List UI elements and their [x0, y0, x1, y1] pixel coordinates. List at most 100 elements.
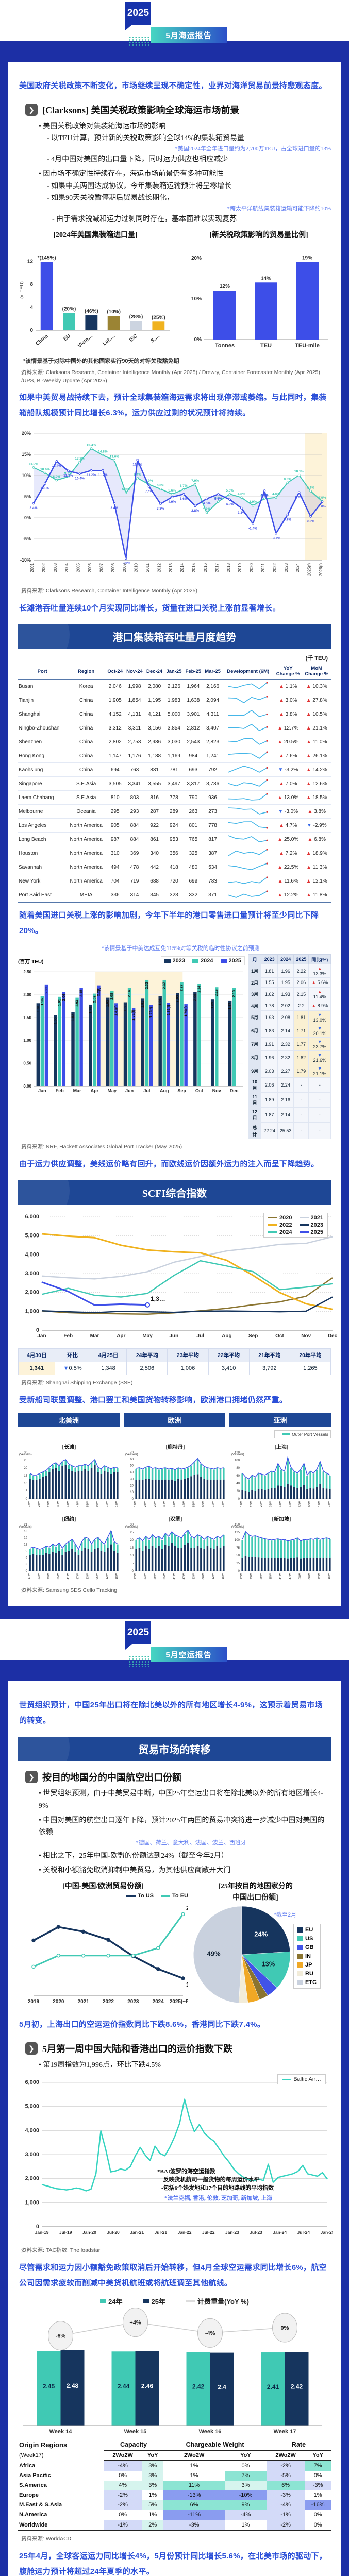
svg-text:Mar: Mar	[90, 1333, 99, 1339]
air-para-indices: 5月初，上海出口的空运运价指数同比下跌8.6%，香港同比下跌7.4%。	[19, 2020, 265, 2029]
table-row: N.America 0% 1% -11% -4% -1% 0%	[18, 2510, 331, 2520]
source-clarksons: 资料来源: Clarksons Research, Container Inte…	[21, 369, 320, 384]
svg-text:2.46: 2.46	[141, 2383, 154, 2390]
source-clarksons-2: 资料来源: Clarksons Research, Container Inte…	[21, 588, 197, 595]
air-heading-1: ❯ 按目的地国分的中国航空出口份额	[25, 1770, 331, 1784]
svg-text:1.82(f): 1.82(f)	[167, 1005, 171, 1016]
svg-text:4.5%: 4.5%	[203, 502, 211, 506]
scfi-line-chart: 0 1,000 2,000 3,000 4,000 5,000 6,000 Jan Feb Mar…	[18, 1210, 337, 1346]
us-imports-bar-chart: 0 4 8 12 (m TEU) *(145%) China (20%) EU (46%) Viet…	[18, 241, 173, 357]
pie-legend: EU US GB IN JP RU ETC	[293, 1923, 321, 1989]
dots-decoration	[128, 36, 150, 47]
svg-text:23W: 23W	[38, 1573, 41, 1579]
svg-text:2.27: 2.27	[180, 985, 184, 992]
congestion-minis-row1: [长滩] (Vessels) 0 5 10 15 20 25 30 17W 23W 29W 35W 41W…	[18, 1443, 331, 1511]
column-header: Feb-25	[183, 664, 203, 680]
table-row: Los Angeles North America 905 884 922 924 801 7…	[18, 818, 331, 833]
svg-text:17W: 17W	[134, 1573, 137, 1579]
table-row: 1月 1.81 1.96 2.22 ▲ 13.3%	[247, 964, 331, 978]
region-header-na: 北美洲	[18, 1413, 120, 1427]
svg-text:2021: 2021	[261, 563, 265, 572]
svg-text:24%: 24%	[186, 1904, 188, 1911]
svg-text:-1.4%: -1.4%	[248, 527, 257, 531]
sparkline	[222, 721, 274, 736]
svg-text:0.7%: 0.7%	[284, 518, 291, 522]
svg-text:Dec: Dec	[328, 1333, 338, 1339]
sparkline	[222, 693, 274, 708]
svg-text:2.16: 2.16	[215, 989, 219, 996]
svg-text:06W: 06W	[202, 1501, 205, 1507]
svg-text:2024: 2024	[295, 563, 300, 572]
table-row: Worldwide -1% 2% -3% 1% -2% 0%	[18, 2519, 331, 2531]
svg-text:17W: 17W	[134, 1501, 137, 1507]
svg-text:41W: 41W	[67, 1573, 70, 1579]
svg-text:6.0%: 6.0%	[295, 496, 303, 499]
region-header-asia: 亚洲	[229, 1413, 331, 1427]
legend-item: 2025	[220, 958, 241, 964]
mini-title: [汉堡]	[168, 1516, 182, 1522]
svg-text:2004: 2004	[64, 563, 69, 572]
svg-text:23W: 23W	[144, 1573, 147, 1579]
scfi-legend: 2020 2021 2022 2023 2024 2025	[263, 1212, 328, 1238]
table-row: 11月 1.89 2.16- -	[247, 1092, 331, 1108]
svg-text:Oct: Oct	[195, 1088, 203, 1093]
svg-text:2017: 2017	[214, 563, 219, 572]
svg-text:13.6%: 13.6%	[110, 455, 120, 459]
svg-text:Aug: Aug	[160, 1088, 169, 1093]
svg-text:2.32: 2.32	[145, 982, 149, 989]
legend-item: 2024	[192, 958, 213, 964]
svg-text:47W: 47W	[76, 1501, 79, 1507]
svg-text:2.2(f): 2.2(f)	[97, 988, 101, 996]
footnote: *美国2024年全年进口量约为2,700万TEU，占全球进口量的13%	[175, 146, 331, 152]
column-header: MoM Change %	[302, 664, 331, 680]
bai-legend-label: Baltic Air…	[293, 2076, 321, 2083]
pie-note: *截至2月	[274, 1912, 296, 1919]
air-card: 世贸组织预计，中国25年出口将在除北美以外的所有地区增长4-9%，这预示着贸易市…	[8, 1681, 341, 2576]
svg-text:75: 75	[236, 1547, 240, 1550]
svg-text:China: China	[35, 333, 49, 347]
svg-text:S.…: S.…	[149, 333, 161, 344]
svg-text:100: 100	[235, 1539, 240, 1542]
svg-text:3,000: 3,000	[25, 1270, 39, 1277]
sea-para-rates: 由于运力供应调整，美线运价略有回升，而欧线运价因额外运力的注入而呈下降趋势。	[19, 1159, 319, 1168]
svg-text:3.4%: 3.4%	[110, 507, 118, 511]
port-unit-note: (千 TEU)	[305, 655, 328, 662]
svg-text:7.9%: 7.9%	[191, 480, 199, 483]
legend-item: 2022	[268, 1222, 292, 1228]
svg-text:1.83: 1.83	[124, 1005, 127, 1012]
svg-text:0: 0	[238, 1498, 240, 1501]
svg-text:1,3…: 1,3…	[151, 1295, 165, 1302]
svg-text:17W: 17W	[240, 1501, 243, 1507]
svg-text:2001: 2001	[30, 563, 35, 572]
sparkline	[222, 832, 274, 847]
svg-text:10.1%: 10.1%	[294, 470, 304, 474]
svg-text:12W: 12W	[212, 1573, 215, 1579]
svg-text:Vietn…: Vietn…	[77, 333, 94, 349]
svg-text:13.7%: 13.7%	[132, 463, 142, 467]
svg-text:2.44: 2.44	[118, 2383, 130, 2390]
svg-text:29W: 29W	[260, 1501, 263, 1507]
svg-text:47W: 47W	[289, 1573, 292, 1579]
svg-text:12W: 12W	[212, 1501, 215, 1507]
clarksons-bullets: 美国关税政策对集装箱海运市场的影响 以TEU计算，预计新的关税政策影响全球14%…	[39, 121, 331, 225]
source-nrf: 资料来源: NRF, Hackett Associates Global Por…	[21, 1144, 182, 1150]
svg-text:0%: 0%	[24, 515, 31, 520]
svg-text:3.8%: 3.8%	[214, 497, 222, 500]
table-row: Asia Pacific 0% 3% 1% 7% -5% 0%	[18, 2470, 331, 2481]
sparkline	[222, 874, 274, 889]
svg-text:(Vessels): (Vessels)	[125, 1526, 138, 1529]
svg-text:10: 10	[130, 1554, 134, 1557]
svg-text:10%: 10%	[22, 473, 31, 478]
svg-text:1.55: 1.55	[54, 1017, 58, 1024]
svg-text:47W: 47W	[182, 1501, 186, 1507]
svg-text:20%: 20%	[22, 431, 31, 436]
svg-text:1.81: 1.81	[37, 1005, 40, 1012]
svg-text:150: 150	[235, 1523, 240, 1527]
svg-text:10: 10	[130, 1491, 134, 1494]
column-header: Mar-25	[203, 664, 223, 680]
legend-item: 24年	[100, 2296, 123, 2306]
air-report-header: 2025 5月空运报告	[0, 1619, 349, 1667]
svg-text:4,000: 4,000	[25, 2128, 39, 2134]
svg-text:16.4%: 16.4%	[87, 444, 96, 447]
